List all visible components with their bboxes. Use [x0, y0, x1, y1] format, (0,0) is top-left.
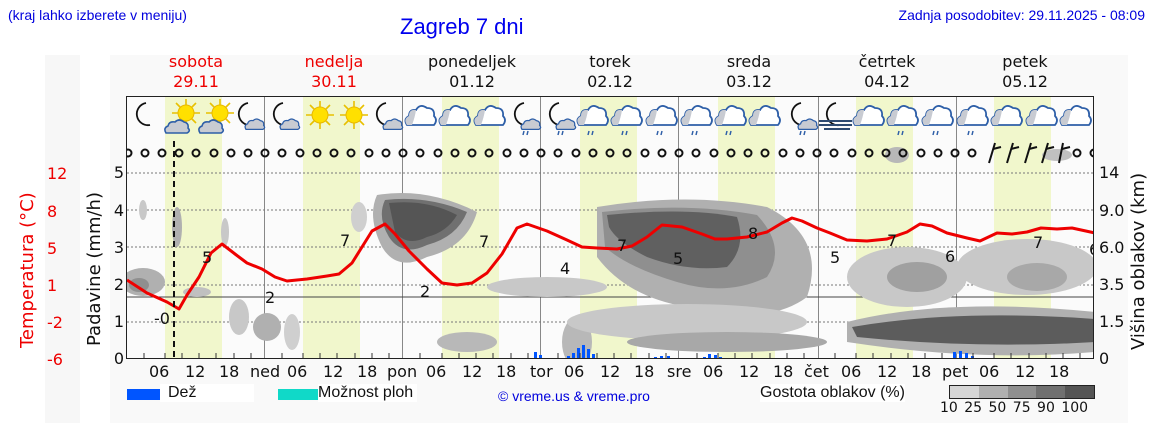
cloud-height-tick: 3.5	[1099, 275, 1125, 294]
wind-arrows	[988, 142, 1071, 164]
x-tick-label: 12	[877, 362, 898, 381]
precip-tick: 4	[113, 201, 124, 220]
showers-legend-label: Možnost ploh	[318, 384, 418, 402]
left-temperature-panel	[45, 55, 80, 423]
cloud-density-scale	[949, 385, 1095, 399]
header-hint[interactable]: (kraj lahko izberete v meniju)	[8, 7, 187, 23]
x-tick-label: ned	[250, 362, 281, 381]
cloud-density-layer	[127, 147, 1093, 358]
day-header-5: četrtek 04.12	[858, 52, 916, 91]
precip-tick: 3	[113, 238, 124, 257]
svg-text:7: 7	[1033, 233, 1043, 252]
x-tick-label: 06	[426, 362, 447, 381]
svg-text:7: 7	[887, 231, 897, 250]
x-tick-label: 12	[323, 362, 344, 381]
precip-tick: 5	[113, 163, 124, 182]
cloud-height-tick: 14	[1099, 163, 1120, 182]
wind-calm-markers	[127, 148, 1093, 158]
temperature-axis-label: Temperatura (°C)	[17, 192, 38, 348]
temp-tick: 5	[47, 239, 58, 258]
last-update: Zadnja posodobitev: 29.11.2025 - 08:09	[898, 7, 1145, 23]
x-tick-label: tor	[530, 362, 553, 381]
x-tick-label: 06	[979, 362, 1000, 381]
temp-tick: 1	[47, 276, 58, 295]
cloud-density-scale-labels: 10 25 50 75 90 100	[940, 400, 1089, 416]
x-tick-label: pon	[387, 362, 418, 381]
day-separator	[956, 97, 957, 358]
forecast-plot: -0 5 2 7 2 7 4 7 5 8 5 7 6 7 6	[126, 96, 1094, 359]
x-tick-label: čet	[804, 362, 829, 381]
x-tick-label: 18	[634, 362, 655, 381]
weather-icons	[135, 98, 1092, 136]
day-header-4: sreda 03.12	[726, 52, 772, 91]
day-header-3: torek 02.12	[587, 52, 633, 91]
svg-text:6: 6	[945, 247, 955, 266]
x-tick-label: 06	[287, 362, 308, 381]
day-header-2: ponedeljek 01.12	[428, 52, 516, 91]
cloud-height-tick: 1.5	[1099, 312, 1125, 331]
svg-text:2: 2	[265, 288, 275, 307]
page-title: Zagreb 7 dni	[400, 14, 524, 39]
x-tick-label: 18	[773, 362, 794, 381]
x-tick-label: 12	[600, 362, 621, 381]
precipitation-axis-label: Padavine (mm/h)	[84, 192, 105, 346]
rain-legend-swatch	[127, 389, 174, 400]
x-tick-label: 18	[911, 362, 932, 381]
cloud-height-tick: 6.0	[1099, 238, 1125, 257]
x-tick-label: 18	[496, 362, 517, 381]
cloud-density-legend-label: Gostota oblakov (%)	[760, 384, 905, 402]
chart-canvas: -0 5 2 7 2 7 4 7 5 8 5 7 6 7 6	[127, 98, 1094, 358]
temp-tick: -6	[47, 350, 63, 369]
rain-legend-label: Dež	[160, 384, 254, 402]
svg-text:5: 5	[202, 248, 212, 267]
x-ticks	[143, 353, 1081, 358]
svg-text:8: 8	[748, 224, 758, 243]
svg-text:7: 7	[479, 232, 489, 251]
x-tick-label: 06	[703, 362, 724, 381]
x-tick-label: 12	[462, 362, 483, 381]
temperature-line	[127, 216, 1093, 311]
svg-text:7: 7	[340, 231, 350, 250]
svg-text:6: 6	[1089, 240, 1094, 259]
svg-text:-0: -0	[154, 309, 170, 328]
svg-text:4: 4	[560, 259, 570, 278]
temp-tick: -2	[47, 313, 63, 332]
x-tick-label: 18	[1049, 362, 1070, 381]
precip-tick: 2	[113, 275, 124, 294]
svg-text:5: 5	[673, 249, 683, 268]
x-tick-label: sre	[667, 362, 692, 381]
cloud-height-axis-label: Višina oblakov (km)	[1128, 172, 1149, 350]
svg-text:5: 5	[830, 248, 840, 267]
x-tick-label: 18	[219, 362, 240, 381]
showers-legend-swatch	[278, 389, 325, 400]
precip-tick: 1	[113, 312, 124, 331]
x-tick-label: 12	[739, 362, 760, 381]
x-tick-label: 06	[564, 362, 585, 381]
x-tick-label: 06	[841, 362, 862, 381]
svg-text:7: 7	[617, 236, 627, 255]
temperature-value-labels: -0 5 2 7 2 7 4 7 5 8 5 7 6 7 6	[154, 224, 1094, 328]
x-tick-label: 12	[1015, 362, 1036, 381]
cloud-height-tick: 9.0	[1099, 201, 1125, 220]
x-tick-label: 06	[149, 362, 170, 381]
temp-tick: 8	[47, 202, 58, 221]
x-tick-label: 18	[357, 362, 378, 381]
day-header-1: nedelja 30.11	[304, 52, 364, 91]
precip-tick: 0	[113, 349, 124, 368]
copyright-link[interactable]: © vreme.us & vreme.pro	[498, 388, 650, 404]
day-header-0: sobota 29.11	[168, 52, 224, 91]
day-separator	[264, 97, 265, 358]
x-tick-label: pet	[942, 362, 969, 381]
x-tick-label: 12	[185, 362, 206, 381]
svg-text:2: 2	[420, 282, 430, 301]
day-header-6: petek 05.12	[1002, 52, 1048, 91]
cloud-height-tick: 0	[1099, 349, 1110, 368]
temp-tick: 12	[47, 164, 68, 183]
daytime-band	[303, 97, 360, 358]
